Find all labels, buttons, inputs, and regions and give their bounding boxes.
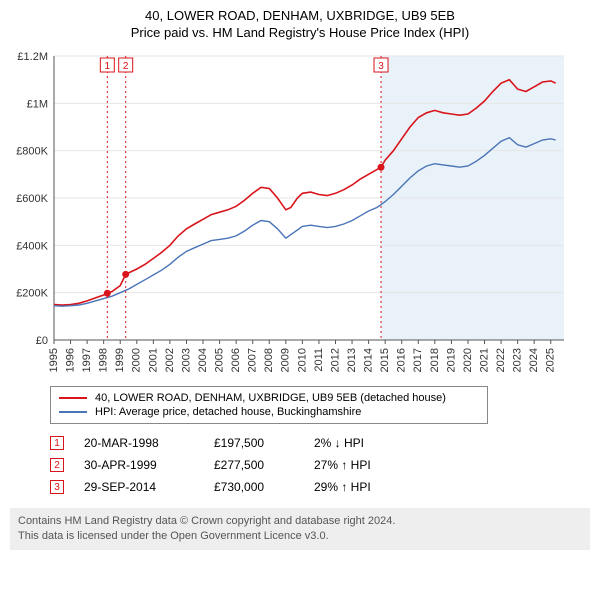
event-row-2: 2 30-APR-1999 £277,500 27% ↑ HPI [50,454,590,476]
svg-text:2025: 2025 [545,348,557,372]
event-row-3: 3 29-SEP-2014 £730,000 29% ↑ HPI [50,476,590,498]
svg-text:£600K: £600K [16,193,48,205]
svg-text:2013: 2013 [346,348,358,372]
events-table: 1 20-MAR-1998 £197,500 2% ↓ HPI 2 30-APR… [50,432,590,498]
event-date-2: 30-APR-1999 [84,458,194,472]
svg-text:3: 3 [378,61,384,72]
chart-area: £0 £200K £400K £600K £800K £1M £1.2M 1995 1996 19… [10,48,590,378]
svg-text:1998: 1998 [98,348,110,372]
svg-text:£0: £0 [36,335,48,347]
svg-text:£800K: £800K [16,146,48,158]
svg-text:1: 1 [105,61,111,72]
event-hpi-1: 2% ↓ HPI [314,436,404,450]
legend: 40, LOWER ROAD, DENHAM, UXBRIDGE, UB9 5E… [50,386,488,424]
footer-line1: Contains HM Land Registry data © Crown c… [18,514,582,529]
svg-text:2021: 2021 [478,348,490,372]
svg-text:2018: 2018 [429,348,441,372]
svg-text:£1M: £1M [27,98,48,110]
svg-text:2005: 2005 [213,348,225,372]
svg-text:2007: 2007 [247,348,259,372]
svg-text:2023: 2023 [512,348,524,372]
svg-text:2009: 2009 [280,348,292,372]
svg-text:2019: 2019 [445,348,457,372]
svg-text:1995: 1995 [48,348,60,372]
svg-text:1997: 1997 [81,348,93,372]
title-address: 40, LOWER ROAD, DENHAM, UXBRIDGE, UB9 5E… [10,8,590,23]
title-subtitle: Price paid vs. HM Land Registry's House … [10,25,590,40]
chart-container: 40, LOWER ROAD, DENHAM, UXBRIDGE, UB9 5E… [0,0,600,550]
event-price-2: £277,500 [214,458,294,472]
event-date-1: 20-MAR-1998 [84,436,194,450]
event-date-3: 29-SEP-2014 [84,480,194,494]
title-block: 40, LOWER ROAD, DENHAM, UXBRIDGE, UB9 5E… [10,8,590,40]
svg-text:2004: 2004 [197,348,209,372]
svg-text:2022: 2022 [495,348,507,372]
svg-text:2011: 2011 [313,348,325,372]
event-hpi-3: 29% ↑ HPI [314,480,404,494]
footer-attribution: Contains HM Land Registry data © Crown c… [10,508,590,550]
svg-text:2015: 2015 [379,348,391,372]
svg-text:1996: 1996 [64,348,76,372]
svg-text:2012: 2012 [329,348,341,372]
event-price-3: £730,000 [214,480,294,494]
svg-text:2016: 2016 [396,348,408,372]
svg-text:2024: 2024 [528,348,540,372]
event-marker-3: 3 [50,480,64,494]
svg-text:£1.2M: £1.2M [17,51,48,63]
svg-text:2003: 2003 [180,348,192,372]
svg-text:2001: 2001 [147,348,159,372]
event-price-1: £197,500 [214,436,294,450]
svg-text:1999: 1999 [114,348,126,372]
legend-label-hpi: HPI: Average price, detached house, Buck… [95,406,361,418]
line-chart-svg: £0 £200K £400K £600K £800K £1M £1.2M 1995 1996 19… [10,48,570,378]
svg-text:2: 2 [123,61,129,72]
footer-line2: This data is licensed under the Open Gov… [18,529,582,544]
svg-text:2006: 2006 [230,348,242,372]
svg-text:2020: 2020 [462,348,474,372]
svg-text:2002: 2002 [164,348,176,372]
event-hpi-2: 27% ↑ HPI [314,458,404,472]
event-row-1: 1 20-MAR-1998 £197,500 2% ↓ HPI [50,432,590,454]
svg-text:2014: 2014 [363,348,375,372]
legend-swatch-hpi [59,411,87,413]
event-marker-1: 1 [50,436,64,450]
svg-text:2010: 2010 [296,348,308,372]
legend-label-property: 40, LOWER ROAD, DENHAM, UXBRIDGE, UB9 5E… [95,392,446,404]
event-marker-2: 2 [50,458,64,472]
svg-text:£200K: £200K [16,288,48,300]
svg-text:2000: 2000 [131,348,143,372]
svg-text:2008: 2008 [263,348,275,372]
svg-text:2017: 2017 [412,348,424,372]
legend-item-property: 40, LOWER ROAD, DENHAM, UXBRIDGE, UB9 5E… [59,391,479,405]
legend-swatch-property [59,397,87,399]
legend-item-hpi: HPI: Average price, detached house, Buck… [59,405,479,419]
svg-text:£400K: £400K [16,240,48,252]
